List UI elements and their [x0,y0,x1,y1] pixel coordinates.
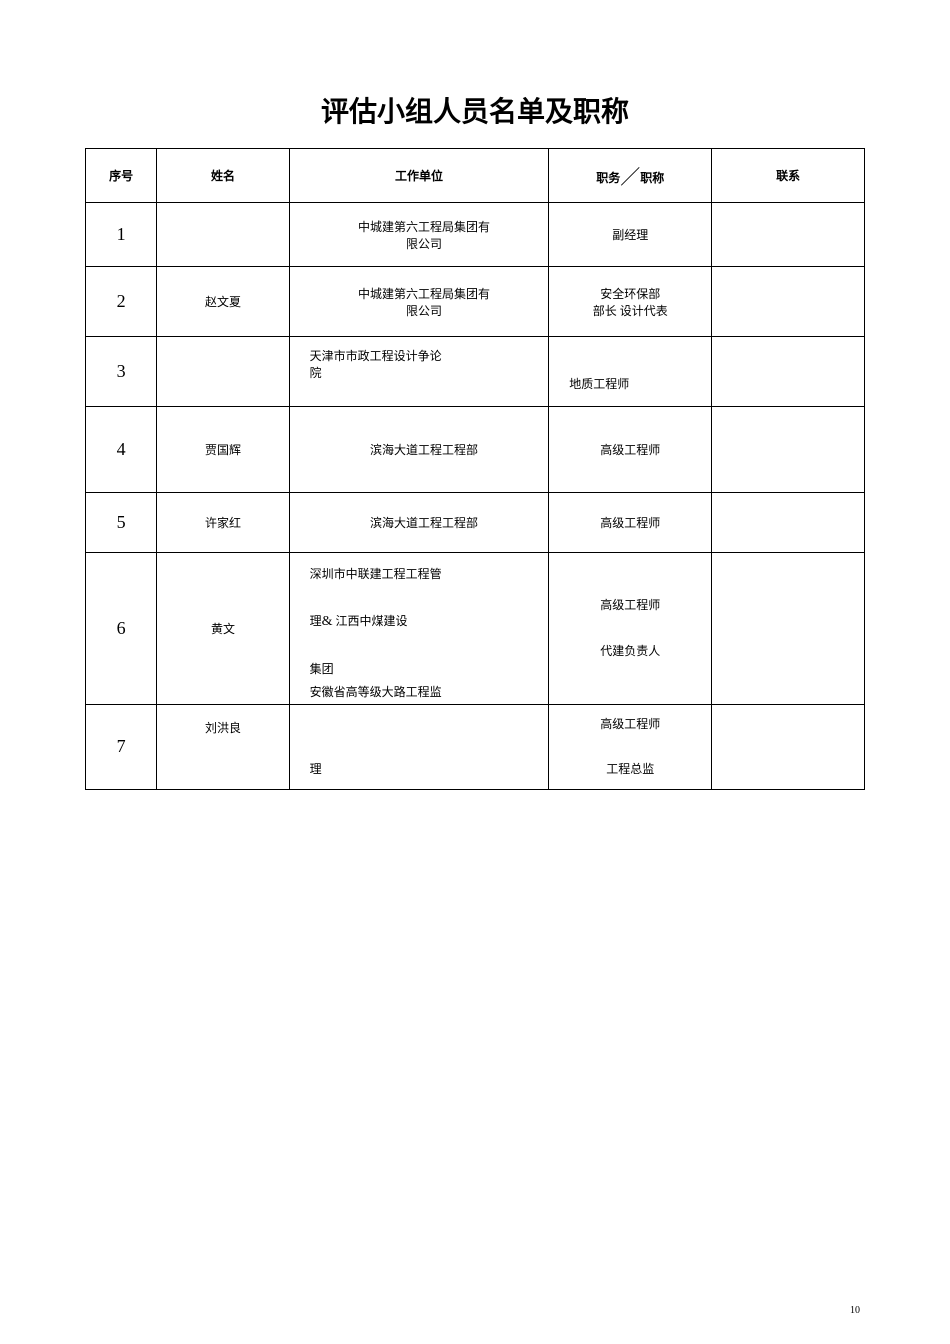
cell-seq: 3 [86,337,157,407]
cell-unit: 滨海大道工程工程部 [289,493,549,553]
cell-seq: 5 [86,493,157,553]
cell-seq: 1 [86,203,157,267]
cell-unit: 滨海大道工程工程部 [289,407,549,493]
cell-name [157,337,289,407]
cell-name: 贾国辉 [157,407,289,493]
cell-seq: 6 [86,553,157,705]
evaluation-team-table: 序号 姓名 工作单位 职务／职称 联系 1 中城建第六工程局集团有 限公司 副经… [85,148,865,790]
cell-contact [712,203,865,267]
cell-seq: 4 [86,407,157,493]
header-seq: 序号 [86,149,157,203]
cell-unit: 中城建第六工程局集团有 限公司 [289,203,549,267]
cell-position: 地质工程师 [549,337,712,407]
header-contact: 联系 [712,149,865,203]
cell-unit: 天津市市政工程设计争论 院 [289,337,549,407]
header-position: 职务／职称 [549,149,712,203]
cell-contact [712,267,865,337]
cell-position: 高级工程师 工程总监 [549,704,712,789]
cell-name [157,203,289,267]
slash-icon: ／ [620,167,640,189]
cell-position: 安全环保部 部长 设计代表 [549,267,712,337]
cell-contact [712,493,865,553]
table-row: 6 黄文 深圳市中联建工程工程管 理& 江西中煤建设 集团 安徽省高等级大路工程… [86,553,865,705]
table-row: 3 天津市市政工程设计争论 院 地质工程师 [86,337,865,407]
table-row: 5 许家红 滨海大道工程工程部 高级工程师 [86,493,865,553]
cell-position: 高级工程师 代建负责人 [549,553,712,705]
cell-unit: 理 [289,704,549,789]
cell-position: 高级工程师 [549,407,712,493]
cell-name: 刘洪良 [157,704,289,789]
cell-contact [712,337,865,407]
header-name: 姓名 [157,149,289,203]
table-row: 2 赵文夏 中城建第六工程局集团有 限公司 安全环保部 部长 设计代表 [86,267,865,337]
cell-contact [712,553,865,705]
cell-contact [712,407,865,493]
header-pos-duty: 职务 [596,171,620,185]
cell-unit: 深圳市中联建工程工程管 理& 江西中煤建设 集团 安徽省高等级大路工程监 [289,553,549,705]
cell-position: 副经理 [549,203,712,267]
cell-name: 黄文 [157,553,289,705]
cell-name: 赵文夏 [157,267,289,337]
table-row: 7 刘洪良 理 高级工程师 工程总监 [86,704,865,789]
page-number: 10 [850,1305,860,1316]
cell-contact [712,704,865,789]
header-pos-title: 职称 [640,171,664,185]
table-row: 4 贾国辉 滨海大道工程工程部 高级工程师 [86,407,865,493]
cell-seq: 7 [86,704,157,789]
table-header-row: 序号 姓名 工作单位 职务／职称 联系 [86,149,865,203]
table-row: 1 中城建第六工程局集团有 限公司 副经理 [86,203,865,267]
ampersand-icon: & [322,614,333,629]
cell-name: 许家红 [157,493,289,553]
header-unit: 工作单位 [289,149,549,203]
cell-position: 高级工程师 [549,493,712,553]
cell-seq: 2 [86,267,157,337]
page-title: 评估小组人员名单及职称 [85,90,865,130]
cell-unit: 中城建第六工程局集团有 限公司 [289,267,549,337]
